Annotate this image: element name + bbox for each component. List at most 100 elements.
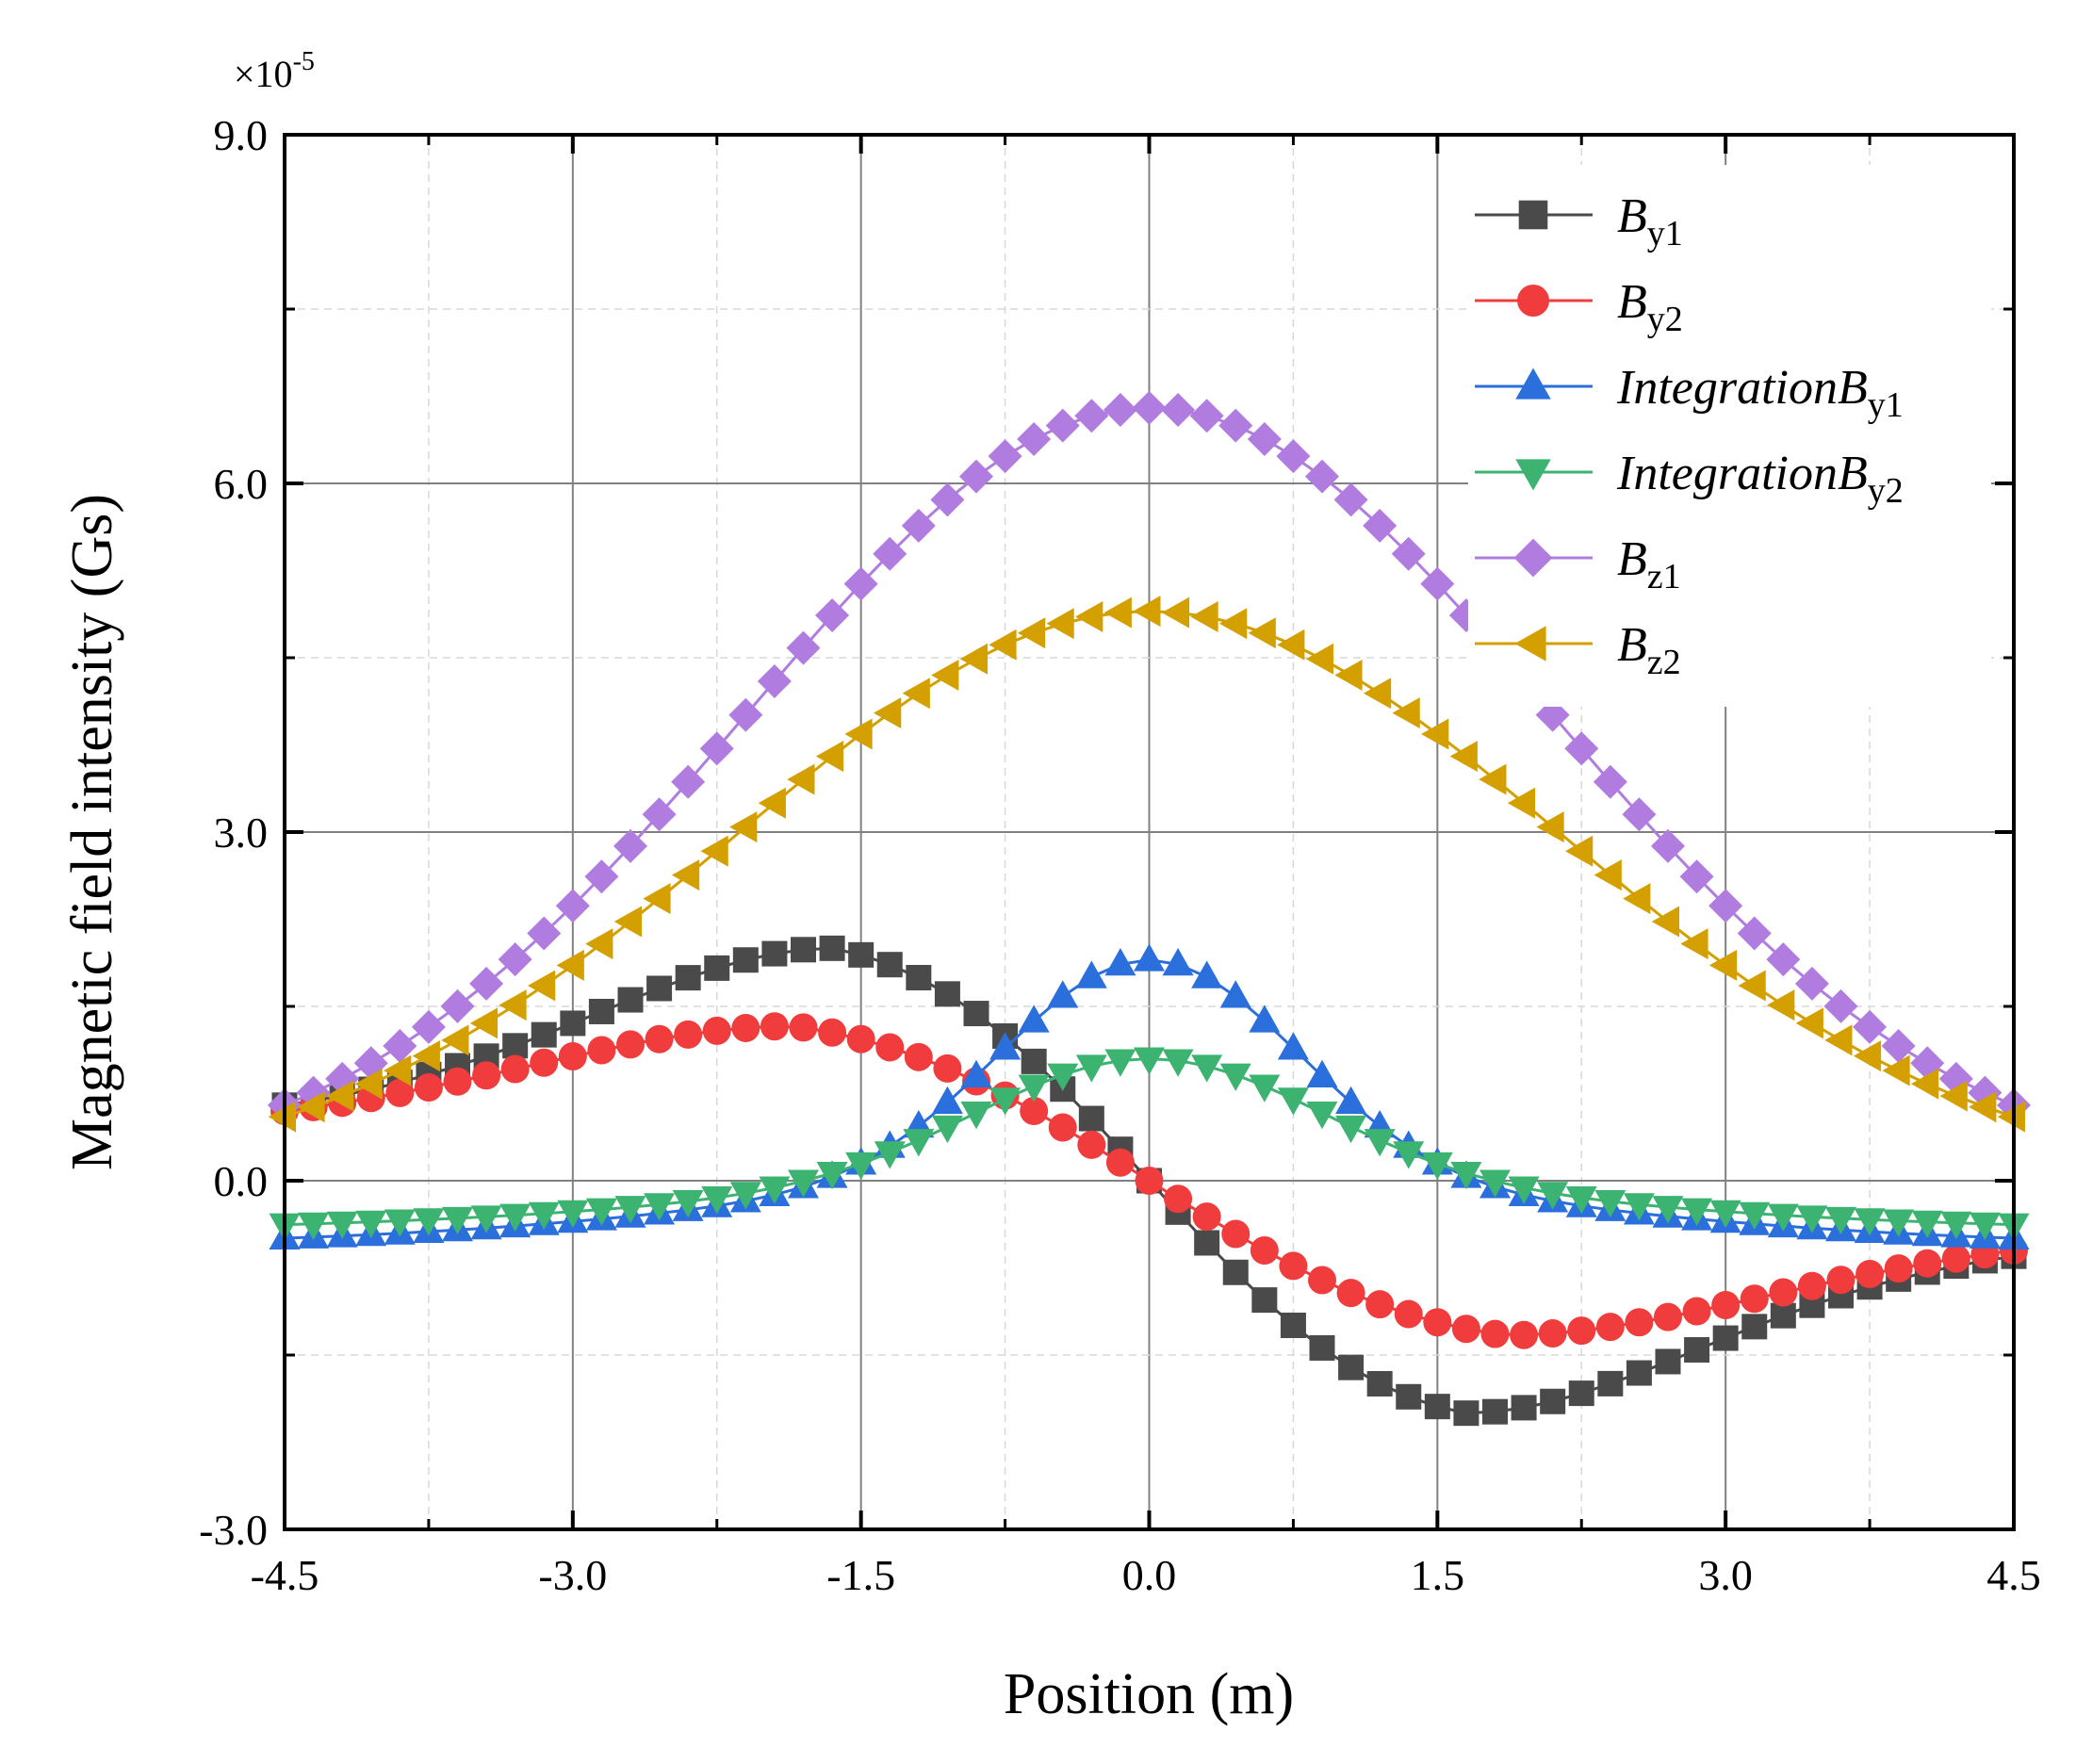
legend-label-sub: y1 (1868, 385, 1904, 425)
legend-item: IntegrationBy1 (1475, 361, 1904, 425)
data-point (1480, 1319, 1510, 1348)
data-point (845, 1152, 877, 1181)
data-point (1769, 1278, 1798, 1307)
y-tick-labels: -3.0 0.0 3.0 6.0 9.0 (199, 111, 268, 1554)
data-point (699, 731, 734, 766)
data-point (1075, 601, 1103, 633)
data-point (1393, 1141, 1425, 1169)
data-point (384, 1054, 412, 1086)
data-point (787, 763, 815, 795)
data-point (1364, 1129, 1396, 1157)
data-point (1712, 1325, 1739, 1351)
data-point (1482, 1398, 1508, 1425)
data-point (674, 1020, 703, 1049)
legend-label-prefix: B (1838, 447, 1868, 500)
data-point (1997, 1101, 2025, 1133)
data-point (1797, 1271, 1826, 1300)
data-point (1594, 1189, 1626, 1218)
series-z2 (268, 596, 2025, 1133)
data-point (989, 1087, 1022, 1116)
legend-item: IntegrationBy2 (1475, 447, 1904, 511)
data-point (1655, 1348, 1681, 1375)
data-point (1047, 1063, 1079, 1091)
data-point (1336, 1279, 1365, 1308)
data-point (355, 1210, 387, 1238)
data-point (354, 1068, 383, 1100)
data-point (1883, 1209, 1915, 1237)
data-point (1306, 1102, 1338, 1130)
data-point (1884, 1254, 1913, 1283)
data-point (1219, 608, 1248, 640)
data-point (1047, 980, 1079, 1008)
data-point (1277, 629, 1305, 661)
y-tick-label: 9.0 (214, 111, 269, 159)
data-point (584, 859, 619, 894)
data-point (873, 536, 907, 571)
data-point (1074, 399, 1109, 433)
data-point (1363, 678, 1392, 710)
data-point (1536, 811, 1564, 843)
data-point (528, 970, 556, 1002)
data-point (1249, 1004, 1281, 1033)
data-point (298, 1212, 330, 1240)
data-point (1251, 1287, 1278, 1314)
legend-label-main: B (1617, 618, 1647, 672)
data-point (1017, 422, 1052, 457)
data-point (556, 949, 584, 981)
data-point (1853, 1009, 1888, 1044)
data-point (527, 916, 562, 951)
data-point (1511, 1395, 1537, 1421)
data-point (672, 1189, 704, 1218)
data-point (1449, 741, 1478, 773)
data-point (1913, 1249, 1942, 1278)
data-point (1711, 1290, 1741, 1319)
data-point (1855, 1260, 1885, 1289)
data-point (613, 906, 642, 938)
data-point (1308, 1266, 1336, 1295)
data-point (1450, 1161, 1482, 1190)
data-point (1823, 988, 1858, 1023)
legend-marker (1513, 538, 1553, 578)
data-point (876, 952, 903, 978)
data-point (1825, 1206, 1856, 1235)
data-point (1162, 948, 1194, 976)
data-point (671, 859, 700, 891)
data-point (1219, 1063, 1251, 1091)
x-tick-label: 3.0 (1698, 1551, 1753, 1599)
data-point (1046, 608, 1074, 640)
data-point (1279, 1251, 1308, 1281)
data-point (1045, 408, 1080, 443)
legend-label: IntegrationBy1 (1616, 361, 1904, 425)
legend-label-main: B (1617, 532, 1647, 586)
data-point (1564, 731, 1599, 766)
y-multiplier-exp: -5 (293, 47, 315, 76)
data-point (1597, 1370, 1624, 1396)
data-point (843, 566, 878, 601)
data-point (1538, 1319, 1567, 1348)
legend-marker (1515, 459, 1551, 491)
data-point (1451, 1315, 1480, 1344)
legend-label-main: B (1617, 189, 1647, 243)
data-point (1277, 1087, 1309, 1116)
data-point (414, 1072, 443, 1102)
data-point (1740, 1284, 1769, 1314)
data-point (1305, 459, 1339, 494)
data-point (1824, 1024, 1853, 1056)
data-point (904, 1042, 933, 1071)
data-point (1651, 828, 1685, 863)
data-point (1565, 835, 1594, 867)
y-multiplier-base: ×10 (234, 53, 293, 95)
data-point (385, 1078, 415, 1107)
data-point (933, 1054, 962, 1083)
data-point (1189, 399, 1224, 433)
data-point (645, 1024, 674, 1054)
data-point (1191, 960, 1223, 988)
data-point (558, 1042, 587, 1071)
data-point (1651, 906, 1679, 938)
data-point (1190, 601, 1218, 633)
legend-item: Bz1 (1475, 532, 1681, 596)
legend-marker (1515, 368, 1551, 400)
data-point (732, 947, 759, 973)
data-point (848, 941, 875, 968)
